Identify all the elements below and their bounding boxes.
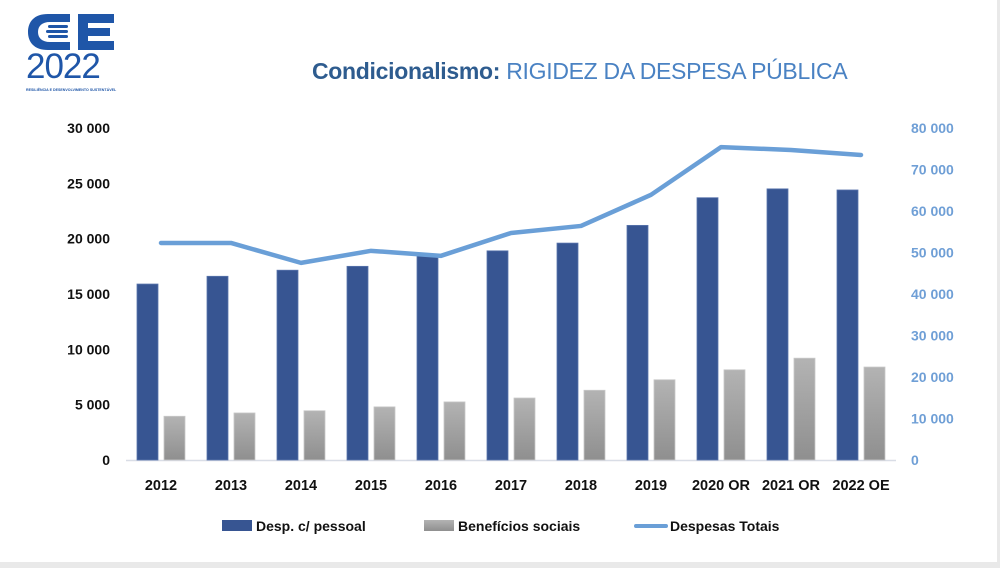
bar-beneficios-sociais (443, 401, 466, 461)
line-series (158, 144, 864, 266)
x-axis-ticks: 2012 2013 2014 2015 2016 2017 2018 2019 2020 OR 2… (145, 478, 890, 494)
x-tick-label: 2015 (355, 478, 387, 494)
bar-desp-pessoal (836, 189, 859, 461)
left-y-tick-label: 15 000 (67, 286, 110, 302)
oe-logo-mark-icon (28, 14, 114, 50)
bar-beneficios-sociais (163, 415, 186, 461)
left-y-tick-label: 30 000 (67, 120, 110, 136)
bar-desp-pessoal (486, 250, 509, 461)
left-y-tick-label: 0 (102, 452, 110, 468)
legend-desp-pessoal: Desp. c/ pessoal (222, 518, 366, 534)
legend-label: Despesas Totais (670, 518, 780, 534)
legend: Desp. c/ pessoal Benefícios sociais Despes… (222, 518, 780, 534)
bar-beneficios-sociais (793, 357, 816, 461)
legend-despesas-totais: Despesas Totais (634, 518, 780, 534)
bar-beneficios-sociais (583, 389, 606, 461)
x-tick-label: 2016 (425, 478, 457, 494)
title-prefix: Condicionalismo: (312, 58, 501, 84)
legend-beneficios-sociais: Benefícios sociais (424, 518, 580, 534)
bar-beneficios-sociais (863, 366, 886, 461)
x-tick-label: 2017 (495, 478, 527, 494)
left-y-tick-label: 20 000 (67, 231, 110, 247)
right-y-tick-label: 70 000 (911, 162, 954, 178)
bar-desp-pessoal (766, 188, 789, 461)
right-y-tick-label: 50 000 (911, 245, 954, 261)
line-despesas-totais (158, 144, 864, 266)
bar-desp-pessoal (556, 242, 579, 461)
right-y-tick-label: 20 000 (911, 369, 954, 385)
right-y-axis: 0 10 000 20 000 30 000 40 000 50 000 60 000 70 … (911, 120, 954, 468)
left-y-tick-label: 5 000 (75, 397, 110, 413)
bar-desp-pessoal (696, 197, 719, 461)
bar-beneficios-sociais (723, 369, 746, 461)
bar-beneficios-sociais (513, 397, 536, 461)
bars (136, 188, 886, 461)
bar-beneficios-sociais (233, 412, 256, 461)
x-tick-label: 2012 (145, 478, 177, 494)
x-tick-label: 2022 OE (832, 478, 890, 494)
x-tick-label: 2013 (215, 478, 247, 494)
right-y-tick-label: 30 000 (911, 328, 954, 344)
bar-desp-pessoal (136, 283, 159, 461)
x-tick-label: 2020 OR (692, 478, 751, 494)
x-tick-label: 2019 (635, 478, 667, 494)
legend-label: Benefícios sociais (458, 518, 580, 534)
legend-label: Desp. c/ pessoal (256, 518, 366, 534)
bar-desp-pessoal (206, 275, 229, 461)
left-y-axis: 0 5 000 10 000 15 000 20 000 25 000 30 000 (67, 120, 110, 468)
oe-2022-logo: 2022 Resiliência e desenvolvimento suste… (22, 10, 122, 95)
bar-desp-pessoal (626, 224, 649, 461)
right-y-tick-label: 40 000 (911, 286, 954, 302)
legend-swatch (424, 520, 454, 531)
right-y-tick-label: 0 (911, 452, 919, 468)
right-y-tick-label: 80 000 (911, 120, 954, 136)
bar-desp-pessoal (416, 254, 439, 461)
legend-swatch (222, 520, 252, 531)
x-tick-label: 2014 (285, 478, 317, 494)
bar-desp-pessoal (346, 265, 369, 461)
bar-beneficios-sociais (373, 406, 396, 461)
title-main: RIGIDEZ DA DESPESA PÚBLICA (506, 58, 848, 84)
logo-year: 2022 (26, 47, 101, 86)
left-y-tick-label: 10 000 (67, 341, 110, 357)
page-title: Condicionalismo: RIGIDEZ DA DESPESA PÚBL… (312, 58, 848, 85)
right-y-tick-label: 10 000 (911, 411, 954, 427)
x-tick-label: 2018 (565, 478, 597, 494)
left-y-tick-label: 25 000 (67, 175, 110, 191)
x-tick-label: 2021 OR (762, 478, 821, 494)
bar-beneficios-sociais (303, 410, 326, 461)
right-y-tick-label: 60 000 (911, 203, 954, 219)
bar-desp-pessoal (276, 269, 299, 461)
logo-tagline: Resiliência e desenvolvimento sustentáve… (26, 88, 117, 92)
bar-beneficios-sociais (653, 379, 676, 461)
